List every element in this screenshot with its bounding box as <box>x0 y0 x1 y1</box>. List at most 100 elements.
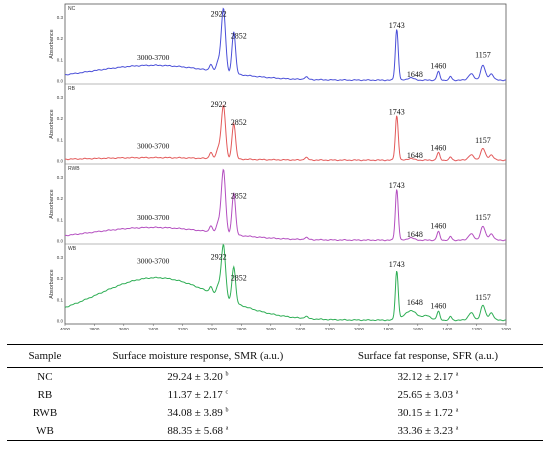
table-row: RB 11.37 ± 2.17 c 25.65 ± 3.03 a <box>7 386 543 404</box>
y-tick-label: 0.2 <box>57 276 64 281</box>
sfr-letter: a <box>455 389 459 396</box>
x-tick-label: 3600 <box>119 327 130 330</box>
y-tick-label: 0.0 <box>57 79 64 84</box>
x-tick-label: 1400 <box>442 327 453 330</box>
table-row: WB 88.35 ± 5.68 a 33.36 ± 3.23 a <box>7 422 543 441</box>
band-label: 3000-3700 <box>137 53 170 62</box>
y-tick-label: 0.3 <box>57 95 64 100</box>
smr-value: 29.24 ± 3.20 <box>167 371 223 383</box>
cell-sample: RB <box>37 389 53 401</box>
peak-label: 2852 <box>231 274 247 283</box>
spectrum-line-wb <box>64 243 506 322</box>
x-tick-label: 3200 <box>178 327 189 330</box>
y-tick-label: 0.1 <box>57 297 64 302</box>
cell-sfr: 32.12 ± 2.17 a <box>313 368 543 387</box>
response-table: Sample Surface moisture response, SMR (a… <box>7 344 543 441</box>
cell-smr: 29.24 ± 3.20 b <box>83 368 313 387</box>
cell-sample: NC <box>37 371 53 383</box>
x-tick-label: 1200 <box>472 327 483 330</box>
panel-tag: NC <box>68 6 76 12</box>
cell-sfr: 33.36 ± 3.23 a <box>312 422 543 441</box>
smr-value: 11.37 ± 2.17 <box>167 389 223 401</box>
cell-smr: 34.08 ± 3.89 b <box>83 404 313 422</box>
peak-label: 1157 <box>475 293 491 302</box>
table-row: RWB 34.08 ± 3.89 b 30.15 ± 1.72 a <box>7 404 543 422</box>
y-tick-label: 0.0 <box>57 319 64 324</box>
x-tick-label: 1000 <box>501 327 512 330</box>
peak-label: 1157 <box>475 51 491 60</box>
x-tick-label: 3000 <box>207 327 218 330</box>
peak-label: 1743 <box>389 181 405 190</box>
band-label: 3000-3700 <box>137 141 170 150</box>
y-tick-label: 0.2 <box>57 116 64 121</box>
table-header-row: Sample Surface moisture response, SMR (a… <box>7 344 543 368</box>
peak-label: 1743 <box>389 260 405 269</box>
cell-sample: WB <box>7 422 83 441</box>
peak-label: 2852 <box>231 192 247 201</box>
header-sfr: Surface fat response, SFR (a.u.) <box>312 344 543 368</box>
y-axis-title: Absorbance <box>49 189 55 218</box>
smr-letter: b <box>225 371 229 378</box>
ftir-spectra-figure: 0.3 0.2 0.1 0.0 Absorbance NC 3000-3700 2922 285… <box>49 3 512 330</box>
x-tick-label: 2000 <box>354 327 365 330</box>
peak-label: 1648 <box>407 151 423 160</box>
x-tick-label: 2200 <box>325 327 336 330</box>
sfr-value: 30.15 ± 1.72 <box>397 407 454 419</box>
peak-label: 2922 <box>211 100 227 109</box>
band-label: 3000-3700 <box>137 213 170 222</box>
smr-letter: c <box>225 389 229 396</box>
panel-tag: WB <box>68 246 77 252</box>
spectrum-line-nc <box>64 7 506 82</box>
y-tick-label: 0.1 <box>57 57 64 62</box>
y-axis-title: Absorbance <box>49 269 55 298</box>
smr-value: 88.35 ± 5.68 <box>167 425 223 437</box>
peak-label: 1743 <box>389 21 405 30</box>
sfr-value: 32.12 ± 2.17 <box>397 371 454 383</box>
cell-sfr: 30.15 ± 1.72 a <box>313 404 543 422</box>
sfr-letter: a <box>455 371 459 378</box>
cell-sfr: 25.65 ± 3.03 a <box>313 386 543 404</box>
smr-letter: b <box>225 407 229 414</box>
panel-tag: RB <box>68 86 76 92</box>
y-tick-label: 0.1 <box>57 137 64 142</box>
sfr-value: 25.65 ± 3.03 <box>397 389 454 401</box>
x-tick-label: 1600 <box>413 327 424 330</box>
y-tick-label: 0.0 <box>57 239 64 244</box>
peak-label: 1648 <box>407 230 423 239</box>
smr-letter: a <box>225 425 229 432</box>
y-tick-label: 0.2 <box>57 196 64 201</box>
header-smr: Surface moisture response, SMR (a.u.) <box>82 344 313 368</box>
peak-label: 1157 <box>475 136 491 145</box>
spectrum-line-rb <box>64 104 506 162</box>
y-tick-label: 0.3 <box>57 255 64 260</box>
y-axis-title: Absorbance <box>49 29 55 58</box>
table-row: NC 29.24 ± 3.20 b 32.12 ± 2.17 a <box>7 368 543 387</box>
x-tick-label: 2600 <box>266 327 277 330</box>
x-tick-label: 2400 <box>295 327 306 330</box>
peak-label: 1743 <box>389 107 405 116</box>
ftir-spectra-chart: 0.3 0.2 0.1 0.0 Absorbance NC 3000-3700 2922 285… <box>49 3 512 330</box>
sfr-letter: a <box>455 425 459 432</box>
x-tick-label: 2800 <box>236 327 247 330</box>
y-axis-title: Absorbance <box>49 109 55 138</box>
peak-label: 1460 <box>430 61 446 70</box>
sfr-value: 33.36 ± 3.23 <box>397 425 454 437</box>
y-tick-label: 0.0 <box>57 159 64 164</box>
peak-label: 2852 <box>231 118 247 127</box>
peak-label: 1460 <box>430 221 446 230</box>
panel-tag: RWB <box>68 166 80 172</box>
cell-smr: 11.37 ± 2.17 c <box>83 386 313 404</box>
y-tick-label: 0.3 <box>57 15 64 20</box>
peak-label: 2922 <box>211 9 227 18</box>
x-tick-label: 4000 <box>60 327 71 330</box>
peak-label: 2922 <box>211 252 227 261</box>
x-tick-label: 3800 <box>89 327 100 330</box>
peak-label: 1648 <box>407 70 423 79</box>
smr-value: 34.08 ± 3.89 <box>167 407 223 419</box>
spectrum-line-rwb <box>64 168 506 242</box>
y-tick-label: 0.1 <box>57 217 64 222</box>
y-tick-label: 0.3 <box>57 175 64 180</box>
peak-label: 1460 <box>430 301 446 310</box>
x-tick-label: 1800 <box>383 327 394 330</box>
peak-label: 2852 <box>231 32 247 41</box>
